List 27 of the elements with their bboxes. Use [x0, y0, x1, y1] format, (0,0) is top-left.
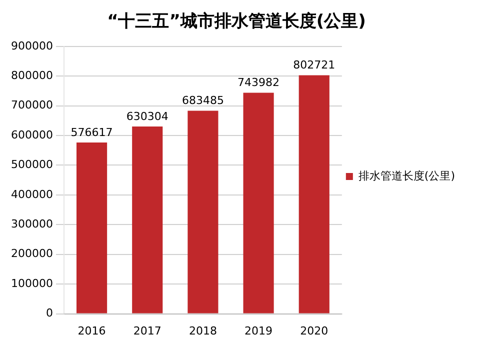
bar — [298, 75, 330, 314]
y-tick-label: 400000 — [10, 188, 53, 201]
data-label: 743982 — [238, 76, 280, 90]
bar — [76, 142, 108, 314]
y-tick-label: 200000 — [10, 247, 53, 260]
y-tick-label: 0 — [46, 306, 53, 320]
y-tick-label: 700000 — [10, 98, 53, 112]
bar — [243, 92, 274, 314]
y-tick-label: 900000 — [10, 39, 53, 52]
x-tick-label: 2018 — [188, 324, 217, 338]
y-tick-label: 800000 — [10, 68, 53, 82]
chart-title: “十三五”城市排水管道长度(公里) — [107, 12, 366, 32]
data-label: 630304 — [126, 110, 168, 123]
data-label: 683485 — [182, 94, 224, 108]
x-tick-label: 2016 — [78, 324, 106, 338]
x-tick-label: 2020 — [300, 324, 328, 338]
bar — [188, 110, 218, 314]
y-tick-label: 100000 — [10, 276, 53, 290]
bar — [132, 126, 163, 314]
data-label: 802721 — [293, 58, 336, 72]
y-tick-label: 500000 — [10, 158, 53, 172]
legend-label: 排水管道长度(公里) — [358, 169, 456, 182]
y-tick-label: 300000 — [10, 218, 53, 231]
y-tick-label: 600000 — [10, 128, 53, 142]
data-label: 576617 — [70, 126, 113, 139]
x-tick-label: 2019 — [244, 324, 273, 338]
x-tick-label: 2017 — [133, 324, 162, 338]
